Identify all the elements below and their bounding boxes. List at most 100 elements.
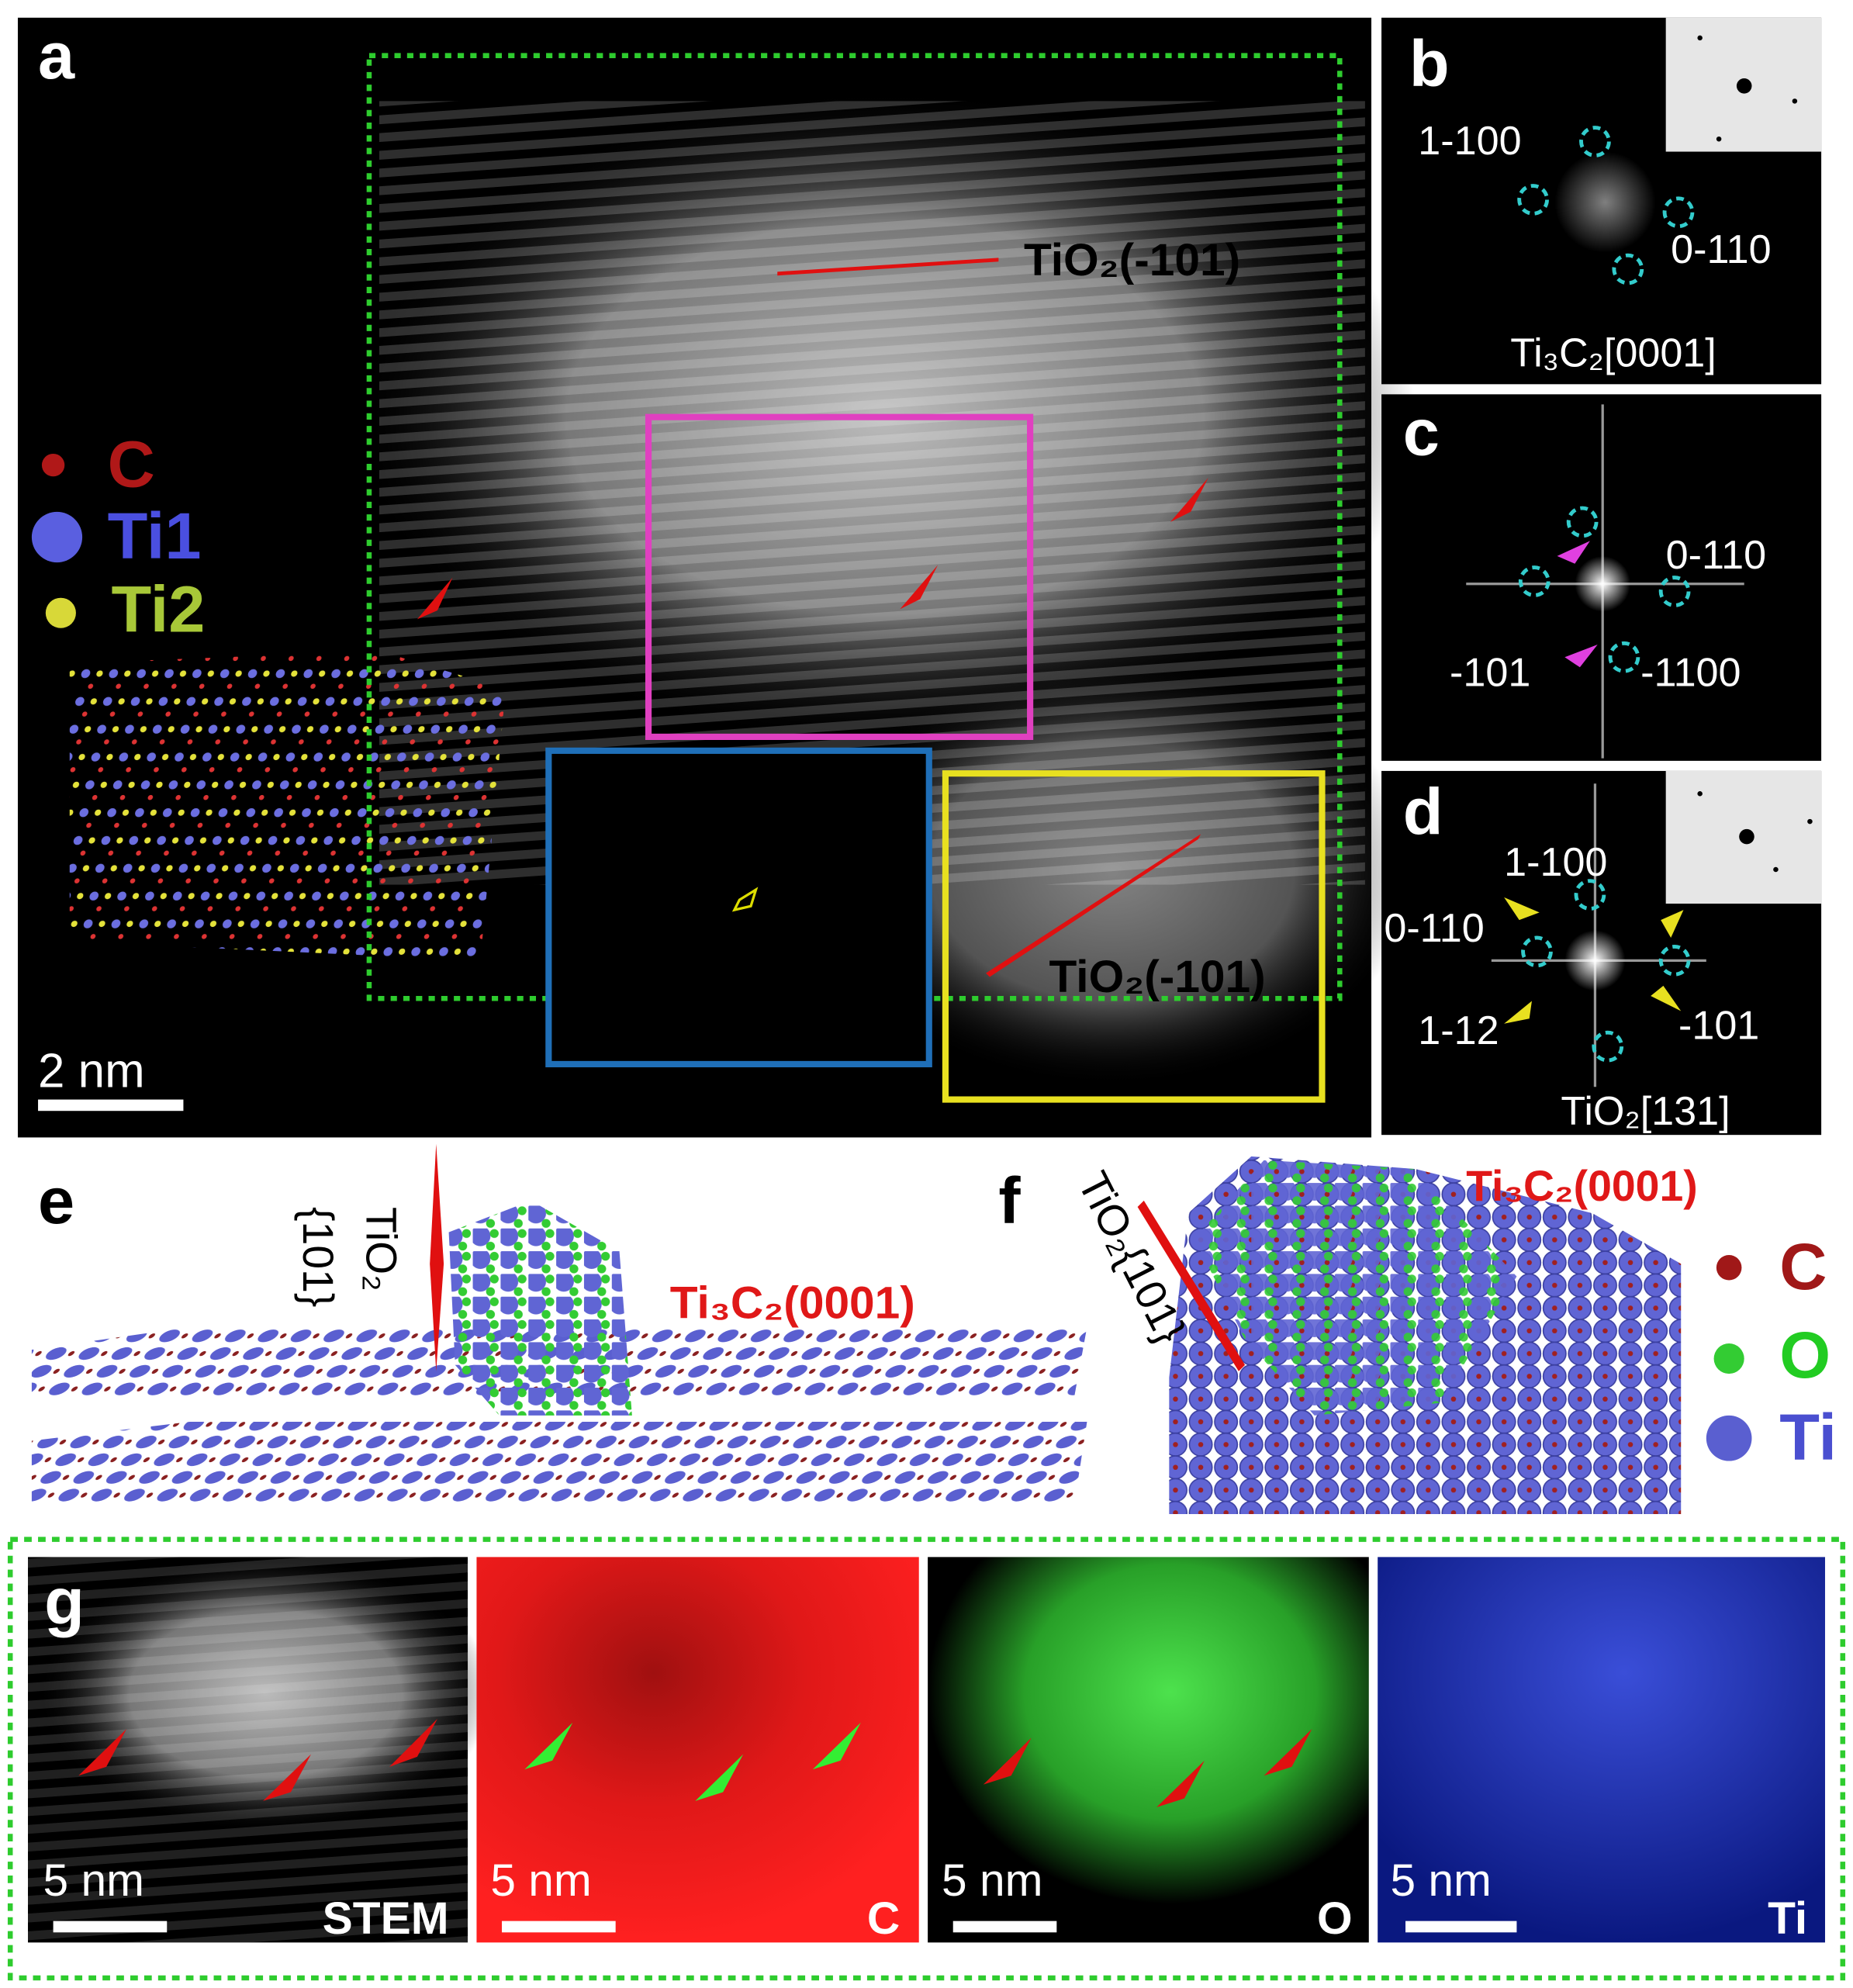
shape [1137, 1200, 1246, 1371]
spot-label: -101 [1450, 651, 1530, 696]
panel-d: d 1-100 0-110 1-12 -101 TiO₂[131] [1381, 770, 1822, 1136]
panel-label: d [1403, 774, 1443, 848]
scale-bar-label: 2 nm [38, 1044, 145, 1098]
shape [1697, 790, 1703, 797]
zone-axis: TiO₂[131] [1561, 1089, 1730, 1134]
shape [1736, 78, 1752, 94]
legend-label: Ti [1779, 1400, 1837, 1474]
shape [1608, 641, 1640, 673]
shape [1574, 879, 1606, 911]
panel-a: a C Ti1 Ti2 TiO₂(-101) TiO₂(-101) 2 nm [17, 17, 1416, 1138]
shape [1405, 1921, 1517, 1933]
annotation: TiO₂(-101) [1049, 952, 1266, 1002]
shape [1697, 35, 1703, 41]
legend-label: Ti2 [112, 572, 206, 646]
shape [1706, 1415, 1752, 1461]
shape [731, 887, 759, 912]
group [1518, 506, 1691, 673]
shape [1518, 565, 1551, 597]
spot-label: 1-100 [1504, 840, 1607, 885]
spot-label: 1-12 [1418, 1008, 1499, 1053]
shape [28, 1557, 468, 1943]
shape [1658, 576, 1691, 607]
shape [1773, 866, 1779, 873]
shape [31, 511, 83, 563]
shape [1564, 644, 1598, 668]
panel-label: g [44, 1564, 85, 1638]
shape [69, 651, 506, 961]
scale-bar-label: 5 nm [1390, 1855, 1491, 1906]
legend-label: Ti1 [108, 499, 202, 572]
legend-label: O [1779, 1318, 1831, 1392]
annotation: TiO₂(-101) [1024, 235, 1240, 285]
shape [1739, 828, 1754, 845]
panel-f: f TiO₂{101} Ti₃C₂(0001) C O Ti [998, 1156, 1837, 1514]
legend-label: C [108, 427, 155, 500]
group [1557, 541, 1598, 668]
shape [645, 413, 1034, 740]
shape [1504, 897, 1540, 921]
shape [1566, 506, 1599, 538]
scale-bar-label: 5 nm [942, 1855, 1042, 1906]
shape [952, 1921, 1057, 1933]
shape [777, 258, 999, 276]
shape [1504, 1001, 1532, 1024]
panel-e: e TiO₂ {101} Ti₃C₂(0001) [31, 1143, 1087, 1504]
shape [1521, 935, 1553, 968]
panel-label: f [998, 1163, 1021, 1237]
surface-label: Ti₃C₂(0001) [670, 1278, 915, 1328]
spot-label: -101 [1678, 1003, 1759, 1048]
shape [942, 770, 1326, 1103]
legend-label: C [1779, 1229, 1827, 1303]
shape [448, 1200, 632, 1416]
zone-axis: Ti₃C₂[0001] [1510, 331, 1716, 376]
shape [1575, 555, 1631, 612]
shape [1792, 99, 1798, 104]
shape [1651, 985, 1682, 1011]
shape [1658, 944, 1691, 977]
shape [1579, 126, 1611, 157]
shape [1517, 184, 1549, 216]
shape [41, 453, 65, 477]
scale-bar-label: 5 nm [490, 1855, 591, 1906]
shape [45, 597, 76, 628]
spot-label: 0-110 [1671, 227, 1771, 272]
panel-label: b [1409, 26, 1450, 100]
shape [1378, 1557, 1825, 1943]
shape [389, 1718, 437, 1767]
spot-label: 1-100 [1418, 119, 1521, 164]
shape [1716, 1254, 1742, 1281]
panel-c: c 0-110 -101 -1100 [1381, 394, 1822, 761]
facet-label: {101} [294, 1207, 342, 1307]
shape [524, 1722, 573, 1770]
shape [1592, 1030, 1624, 1063]
map-name: STEM [323, 1893, 449, 1944]
shape [812, 1722, 861, 1770]
shape [502, 1921, 616, 1933]
shape [430, 1143, 444, 1371]
group [53, 1921, 1517, 1933]
shape [7, 1537, 1846, 1981]
panel-label: a [38, 19, 75, 92]
shape [53, 1921, 168, 1933]
group [1521, 879, 1691, 1063]
shape [366, 53, 1343, 1001]
shape [986, 834, 1201, 977]
shape [1557, 541, 1590, 564]
shape [1716, 136, 1722, 142]
panel-label: e [38, 1163, 74, 1237]
map-name: C [867, 1893, 900, 1944]
map-name: O [1317, 1893, 1353, 1944]
panel-g: g 5 nm 5 nm 5 nm 5 nm STEM C O Ti [7, 1537, 1846, 1981]
facet-label: TiO₂ [358, 1207, 406, 1291]
shape [545, 747, 932, 1068]
shape [38, 1099, 184, 1112]
shape [1564, 930, 1626, 991]
spot-label: 0-110 [1666, 533, 1766, 578]
shape [1612, 253, 1644, 285]
shape [1194, 1160, 1517, 1416]
shape [1554, 151, 1656, 253]
